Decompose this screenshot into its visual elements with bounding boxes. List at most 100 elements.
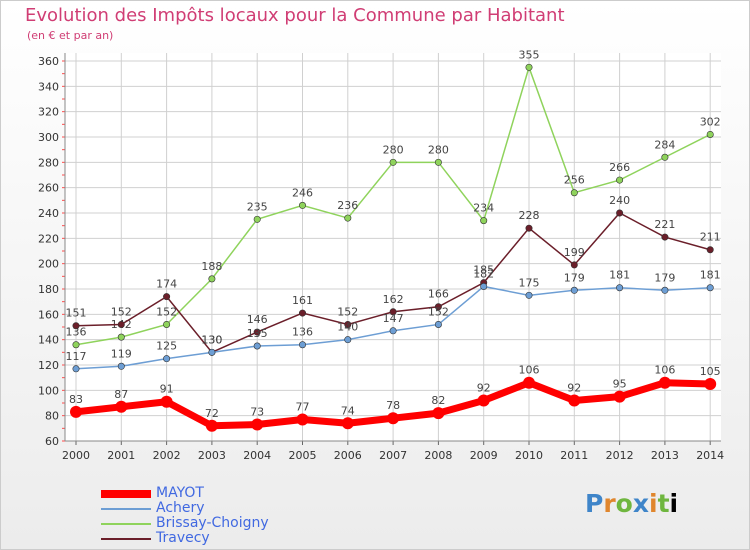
- logo-letter: r: [603, 489, 616, 518]
- data-point-mayot: [704, 378, 717, 390]
- data-point-achery: [706, 284, 714, 292]
- data-point-brissay-choigny: [208, 275, 216, 283]
- x-tick-label: 2014: [696, 449, 724, 462]
- data-label-brissay-choigny: 355: [519, 48, 540, 61]
- data-point-mayot: [387, 412, 400, 425]
- data-point-brissay-choigny: [570, 189, 578, 197]
- data-point-mayot: [205, 419, 218, 432]
- legend-label: Brissay-Choigny: [156, 515, 269, 531]
- data-point-achery: [208, 348, 216, 356]
- data-label-achery: 179: [564, 271, 585, 284]
- data-label-achery: 179: [654, 271, 675, 284]
- y-tick-label: 200: [38, 258, 59, 271]
- data-point-brissay-choigny: [117, 333, 125, 341]
- data-point-travecy: [298, 309, 306, 317]
- y-tick-label: 300: [38, 131, 59, 144]
- y-tick-label: 360: [38, 55, 59, 68]
- data-point-travecy: [525, 224, 533, 232]
- data-point-achery: [253, 342, 261, 350]
- data-label-brissay-choigny: 256: [564, 174, 585, 187]
- x-tick-label: 2009: [470, 449, 498, 462]
- data-point-brissay-choigny: [480, 217, 488, 225]
- x-tick-label: 2012: [606, 449, 634, 462]
- data-label-brissay-choigny: 284: [654, 138, 675, 151]
- logo-letter: x: [632, 489, 649, 518]
- x-tick-label: 2006: [334, 449, 362, 462]
- data-label-travecy: 185: [473, 264, 494, 277]
- data-label-brissay-choigny: 236: [337, 199, 358, 212]
- data-point-travecy: [570, 261, 578, 269]
- data-label-achery: 152: [428, 305, 449, 318]
- y-tick-label: 140: [38, 334, 59, 347]
- data-label-mayot: 95: [613, 378, 627, 391]
- logo-letter: i: [649, 489, 658, 518]
- data-point-mayot: [477, 394, 490, 407]
- y-tick-label: 220: [38, 232, 59, 245]
- data-label-mayot: 77: [296, 400, 310, 413]
- data-point-mayot: [115, 400, 128, 413]
- data-point-travecy: [117, 320, 125, 328]
- data-label-brissay-choigny: 266: [609, 161, 630, 174]
- chart-title: Evolution des Impôts locaux pour la Comm…: [25, 5, 565, 26]
- x-tick-label: 2000: [62, 449, 90, 462]
- data-label-mayot: 92: [477, 381, 491, 394]
- data-point-achery: [570, 286, 578, 294]
- data-point-brissay-choigny: [525, 63, 533, 71]
- data-label-mayot: 105: [700, 365, 721, 378]
- data-point-mayot: [296, 413, 309, 426]
- x-tick-label: 2002: [153, 449, 181, 462]
- legend-label: MAYOT: [156, 485, 204, 501]
- y-tick-label: 120: [38, 359, 59, 372]
- data-point-travecy: [163, 293, 171, 301]
- data-point-travecy: [253, 328, 261, 336]
- data-point-travecy: [434, 303, 442, 311]
- data-label-brissay-choigny: 280: [428, 143, 449, 156]
- data-point-achery: [616, 284, 624, 292]
- data-label-mayot: 82: [431, 394, 445, 407]
- data-point-brissay-choigny: [344, 214, 352, 222]
- data-label-mayot: 92: [567, 381, 581, 394]
- legend-swatch: [101, 538, 151, 540]
- data-point-mayot: [658, 376, 671, 389]
- data-point-achery: [525, 291, 533, 299]
- y-tick-label: 100: [38, 384, 59, 397]
- legend-item: MAYOT: [101, 485, 321, 502]
- y-tick-label: 340: [38, 80, 59, 93]
- logo-letter: o: [615, 489, 633, 518]
- data-label-travecy: 166: [428, 288, 449, 301]
- data-point-brissay-choigny: [616, 176, 624, 184]
- data-label-mayot: 91: [160, 383, 174, 396]
- logo-letter: P: [585, 489, 604, 518]
- data-point-travecy: [389, 308, 397, 316]
- x-tick-label: 2011: [560, 449, 588, 462]
- data-point-achery: [163, 355, 171, 363]
- data-point-brissay-choigny: [389, 158, 397, 166]
- x-tick-label: 2005: [289, 449, 317, 462]
- logo-letter: t: [657, 489, 670, 518]
- y-tick-label: 80: [45, 410, 59, 423]
- data-label-achery: 119: [111, 347, 132, 360]
- data-label-achery: 147: [383, 312, 404, 325]
- data-label-achery: 181: [700, 269, 721, 282]
- data-point-brissay-choigny: [163, 320, 171, 328]
- data-label-brissay-choigny: 152: [156, 305, 177, 318]
- data-point-brissay-choigny: [434, 158, 442, 166]
- data-label-mayot: 78: [386, 399, 400, 412]
- y-tick-label: 160: [38, 308, 59, 321]
- data-label-travecy: 211: [700, 231, 721, 244]
- data-point-travecy: [616, 209, 624, 217]
- data-point-brissay-choigny: [706, 130, 714, 138]
- data-point-achery: [480, 282, 488, 290]
- legend-swatch: [101, 508, 151, 510]
- data-label-travecy: 151: [66, 307, 87, 320]
- data-label-achery: 182: [473, 267, 494, 280]
- data-label-mayot: 106: [519, 364, 540, 377]
- x-tick-label: 2008: [424, 449, 452, 462]
- data-label-achery: 117: [66, 350, 87, 363]
- data-label-brissay-choigny: 246: [292, 186, 313, 199]
- proxiti-logo: Proxiti: [585, 489, 678, 518]
- data-point-travecy: [344, 320, 352, 328]
- data-label-achery: 181: [609, 269, 630, 282]
- data-label-brissay-choigny: 234: [473, 202, 494, 215]
- data-label-mayot: 83: [69, 393, 83, 406]
